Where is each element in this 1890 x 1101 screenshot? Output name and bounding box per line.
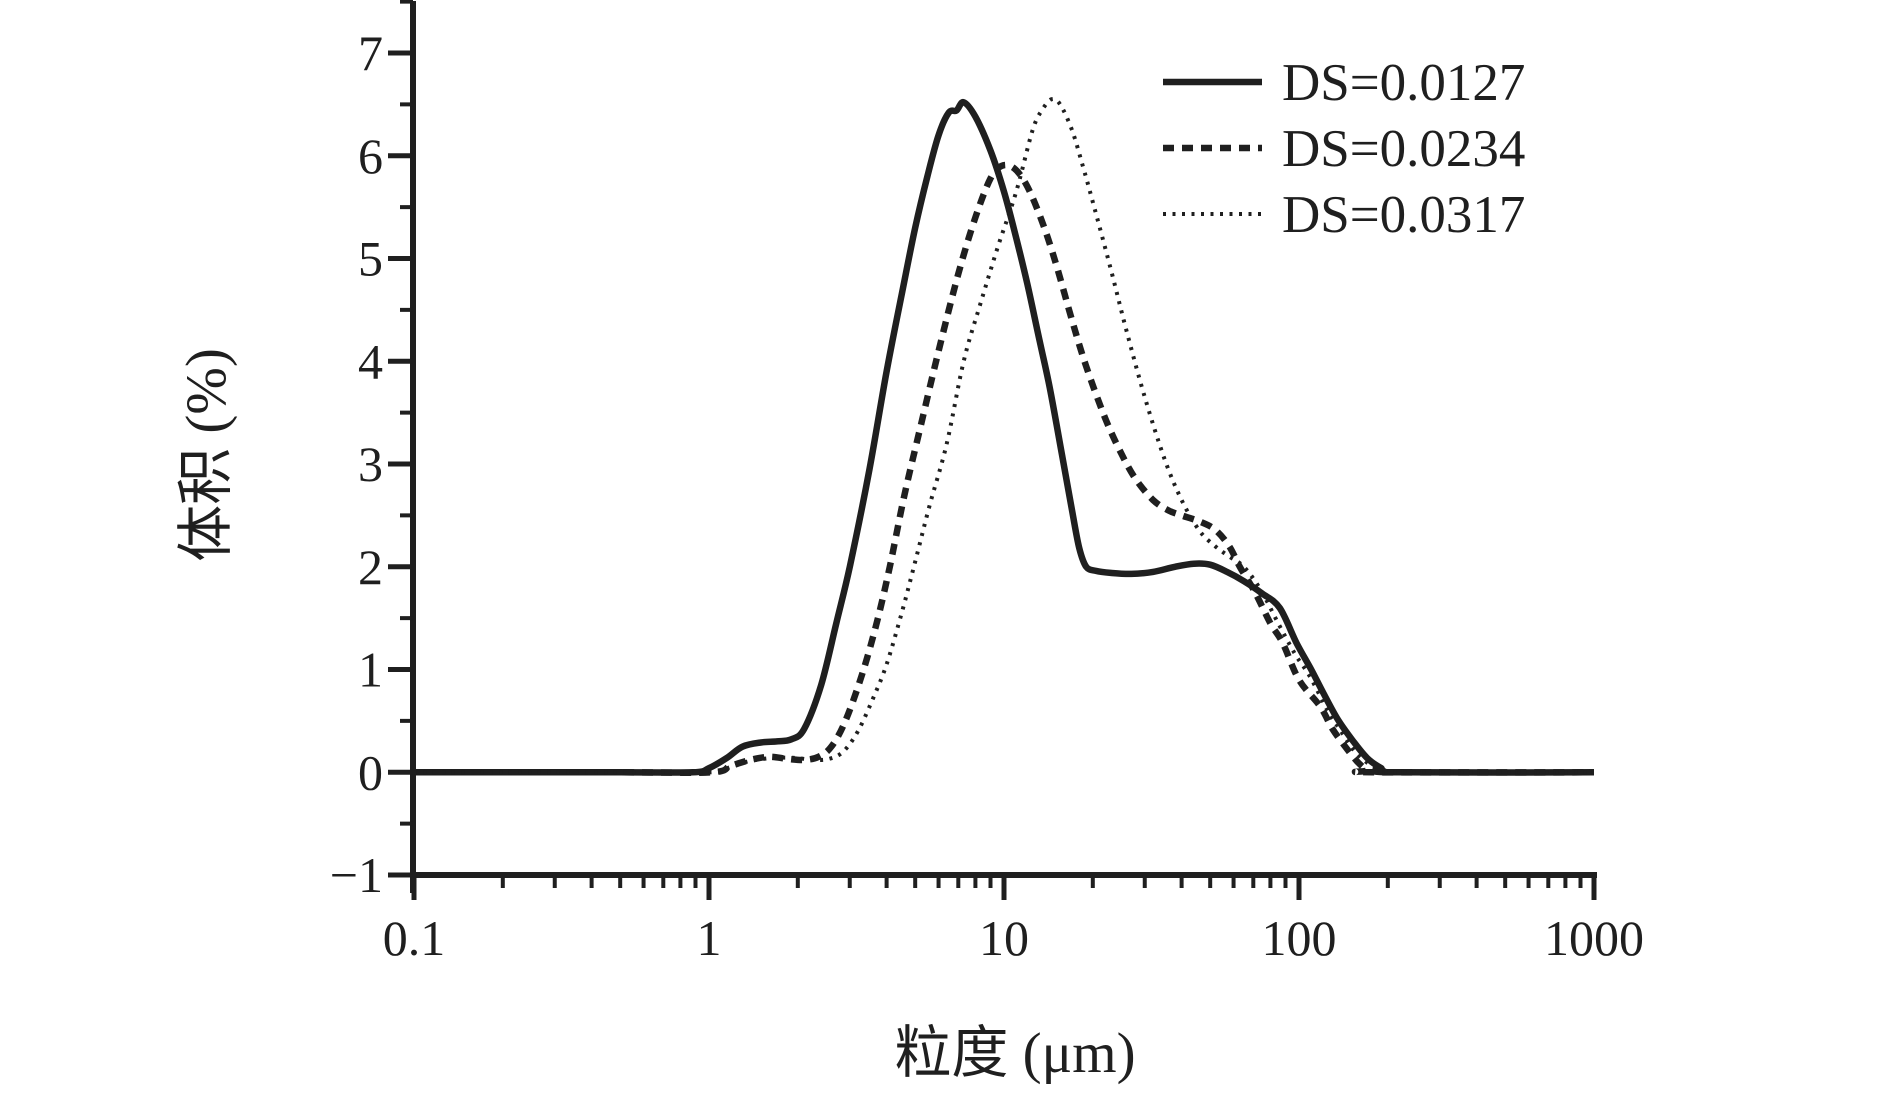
y-tick-label: 6	[358, 128, 383, 184]
legend-label: DS=0.0317	[1282, 186, 1525, 244]
y-tick-label: 0	[358, 744, 383, 800]
y-axis-title: 体积 (%)	[175, 348, 238, 562]
legend-label: DS=0.0127	[1282, 54, 1525, 112]
curve-solid-DS=0.0127	[414, 99, 1595, 776]
y-tick-label: −1	[330, 847, 383, 903]
x-tick-label: 10	[979, 910, 1029, 966]
x-axis-title: 粒度 (μm)	[894, 1022, 1135, 1085]
y-tick-label: 1	[358, 642, 383, 698]
x-tick-label: 100	[1262, 910, 1337, 966]
y-tick-label: 3	[358, 436, 383, 492]
y-tick-label: 4	[358, 333, 383, 389]
y-tick-label: 5	[358, 231, 383, 287]
x-tick-label: 0.1	[383, 910, 446, 966]
x-tick-label: 1	[697, 910, 722, 966]
legend: DS=0.0127 DS=0.0234 DS=0.0317	[1163, 54, 1525, 244]
curve-dotted-DS=0.0317	[414, 96, 1595, 775]
legend-row: DS=0.0234	[1163, 120, 1525, 178]
legend-label: DS=0.0234	[1282, 120, 1525, 178]
legend-row: DS=0.0317	[1163, 186, 1525, 244]
axes: −1 0 1 2 3 4 5 6 7 0.1 1 10 100 1000	[330, 0, 1644, 966]
y-tick-label: 2	[358, 539, 383, 595]
x-tick-label: 1000	[1544, 910, 1644, 966]
curve-dashed-DS=0.0234	[414, 161, 1595, 776]
data-series	[414, 96, 1595, 776]
y-tick-label: 7	[358, 25, 383, 81]
legend-row: DS=0.0127	[1163, 54, 1525, 112]
